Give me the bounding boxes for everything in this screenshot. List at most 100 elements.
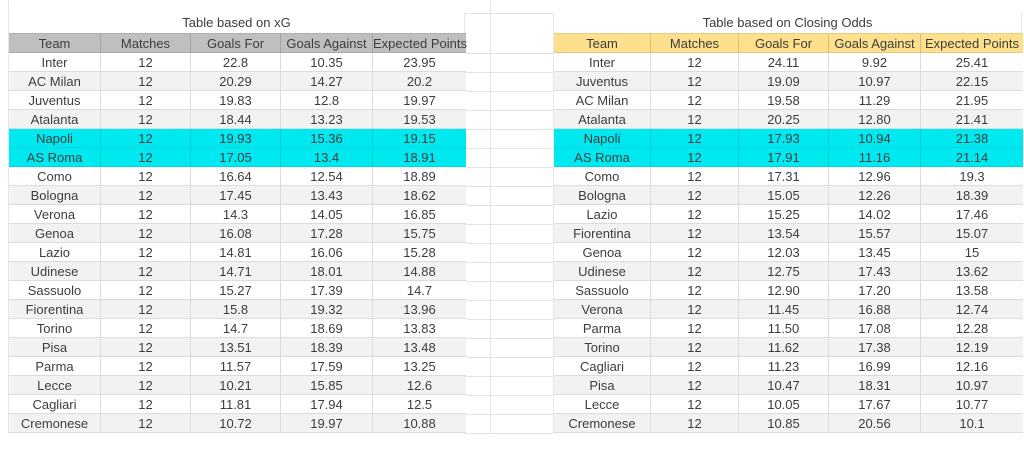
- cell-goals-against[interactable]: 12.26: [829, 186, 921, 205]
- cell-goals-for[interactable]: 24.11: [739, 53, 829, 72]
- cell-expected-points[interactable]: 13.62: [921, 262, 1023, 281]
- column-header-expected-points[interactable]: Expected Points: [373, 33, 467, 53]
- cell-team[interactable]: Lecce: [554, 395, 651, 414]
- cell-goals-for[interactable]: 17.45: [191, 186, 281, 205]
- cell-goals-against[interactable]: 14.05: [281, 205, 373, 224]
- cell-goals-against[interactable]: 17.39: [281, 281, 373, 300]
- cell-matches[interactable]: 12: [651, 129, 739, 148]
- cell-matches[interactable]: 12: [651, 186, 739, 205]
- cell-matches[interactable]: 12: [101, 110, 191, 129]
- cell-goals-for[interactable]: 19.83: [191, 91, 281, 110]
- cell-team[interactable]: Torino: [554, 338, 651, 357]
- cell-matches[interactable]: 12: [651, 167, 739, 186]
- cell-goals-for[interactable]: 16.08: [191, 224, 281, 243]
- cell-goals-for[interactable]: 13.51: [191, 338, 281, 357]
- cell-team[interactable]: Torino: [9, 319, 101, 338]
- cell-team[interactable]: Genoa: [9, 224, 101, 243]
- cell-goals-for[interactable]: 15.8: [191, 300, 281, 319]
- cell-matches[interactable]: 12: [101, 414, 191, 433]
- cell-goals-against[interactable]: 12.96: [829, 167, 921, 186]
- cell-team[interactable]: Cremonese: [9, 414, 101, 433]
- cell-team[interactable]: Udinese: [554, 262, 651, 281]
- cell-expected-points[interactable]: 22.15: [921, 72, 1023, 91]
- cell-expected-points[interactable]: 12.6: [373, 376, 466, 395]
- cell-team[interactable]: Napoli: [9, 129, 101, 148]
- cell-team[interactable]: Sassuolo: [554, 281, 651, 300]
- cell-matches[interactable]: 12: [101, 91, 191, 110]
- cell-team[interactable]: Verona: [554, 300, 651, 319]
- cell-matches[interactable]: 12: [101, 167, 191, 186]
- cell-team[interactable]: Udinese: [9, 262, 101, 281]
- cell-goals-for[interactable]: 18.44: [191, 110, 281, 129]
- cell-goals-for[interactable]: 17.05: [191, 148, 281, 167]
- cell-goals-for[interactable]: 17.91: [739, 148, 829, 167]
- cell-goals-against[interactable]: 19.97: [281, 414, 373, 433]
- cell-team[interactable]: Fiorentina: [554, 224, 651, 243]
- cell-expected-points[interactable]: 12.19: [921, 338, 1023, 357]
- column-header-expected-points[interactable]: Expected Points: [921, 33, 1023, 53]
- cell-expected-points[interactable]: 21.41: [921, 110, 1023, 129]
- cell-goals-against[interactable]: 10.97: [829, 72, 921, 91]
- cell-expected-points[interactable]: 10.97: [921, 376, 1023, 395]
- cell-goals-against[interactable]: 9.92: [829, 53, 921, 72]
- cell-goals-for[interactable]: 10.85: [739, 414, 829, 433]
- cell-expected-points[interactable]: 13.58: [921, 281, 1023, 300]
- cell-matches[interactable]: 12: [651, 281, 739, 300]
- cell-goals-for[interactable]: 14.71: [191, 262, 281, 281]
- cell-goals-against[interactable]: 13.45: [829, 243, 921, 262]
- cell-matches[interactable]: 12: [651, 205, 739, 224]
- cell-matches[interactable]: 12: [101, 205, 191, 224]
- cell-expected-points[interactable]: 13.96: [373, 300, 466, 319]
- cell-team[interactable]: AC Milan: [9, 72, 101, 91]
- cell-goals-against[interactable]: 18.31: [829, 376, 921, 395]
- cell-team[interactable]: Atalanta: [9, 110, 101, 129]
- cell-team[interactable]: Como: [9, 167, 101, 186]
- cell-team[interactable]: Pisa: [554, 376, 651, 395]
- cell-matches[interactable]: 12: [101, 53, 191, 72]
- column-header-matches[interactable]: Matches: [651, 33, 739, 53]
- cell-goals-for[interactable]: 11.45: [739, 300, 829, 319]
- cell-team[interactable]: Cremonese: [554, 414, 651, 433]
- cell-matches[interactable]: 12: [101, 148, 191, 167]
- cell-expected-points[interactable]: 21.38: [921, 129, 1023, 148]
- cell-goals-for[interactable]: 20.29: [191, 72, 281, 91]
- column-header-team[interactable]: Team: [554, 33, 651, 53]
- cell-matches[interactable]: 12: [101, 186, 191, 205]
- cell-matches[interactable]: 12: [651, 243, 739, 262]
- cell-goals-against[interactable]: 19.32: [281, 300, 373, 319]
- cell-matches[interactable]: 12: [651, 319, 739, 338]
- cell-expected-points[interactable]: 12.5: [373, 395, 466, 414]
- cell-goals-for[interactable]: 13.54: [739, 224, 829, 243]
- cell-goals-against[interactable]: 14.27: [281, 72, 373, 91]
- cell-expected-points[interactable]: 20.2: [373, 72, 466, 91]
- cell-matches[interactable]: 12: [651, 110, 739, 129]
- cell-expected-points[interactable]: 12.74: [921, 300, 1023, 319]
- cell-goals-against[interactable]: 12.8: [281, 91, 373, 110]
- cell-expected-points[interactable]: 16.85: [373, 205, 466, 224]
- cell-goals-for[interactable]: 12.75: [739, 262, 829, 281]
- cell-team[interactable]: Genoa: [554, 243, 651, 262]
- cell-expected-points[interactable]: 19.3: [921, 167, 1023, 186]
- cell-goals-for[interactable]: 16.64: [191, 167, 281, 186]
- cell-goals-against[interactable]: 17.08: [829, 319, 921, 338]
- cell-goals-against[interactable]: 11.16: [829, 148, 921, 167]
- cell-expected-points[interactable]: 14.7: [373, 281, 466, 300]
- cell-team[interactable]: Lazio: [554, 205, 651, 224]
- column-header-goals-for[interactable]: Goals For: [739, 33, 829, 53]
- cell-goals-against[interactable]: 13.4: [281, 148, 373, 167]
- cell-goals-against[interactable]: 10.35: [281, 53, 373, 72]
- cell-goals-against[interactable]: 18.69: [281, 319, 373, 338]
- cell-expected-points[interactable]: 17.46: [921, 205, 1023, 224]
- cell-team[interactable]: Cagliari: [554, 357, 651, 376]
- cell-expected-points[interactable]: 12.16: [921, 357, 1023, 376]
- cell-goals-for[interactable]: 19.93: [191, 129, 281, 148]
- cell-goals-for[interactable]: 15.25: [739, 205, 829, 224]
- cell-goals-against[interactable]: 16.99: [829, 357, 921, 376]
- cell-expected-points[interactable]: 19.97: [373, 91, 466, 110]
- cell-goals-against[interactable]: 18.39: [281, 338, 373, 357]
- cell-goals-against[interactable]: 16.06: [281, 243, 373, 262]
- cell-goals-for[interactable]: 22.8: [191, 53, 281, 72]
- cell-team[interactable]: Napoli: [554, 129, 651, 148]
- column-header-matches[interactable]: Matches: [101, 33, 191, 53]
- cell-team[interactable]: Bologna: [554, 186, 651, 205]
